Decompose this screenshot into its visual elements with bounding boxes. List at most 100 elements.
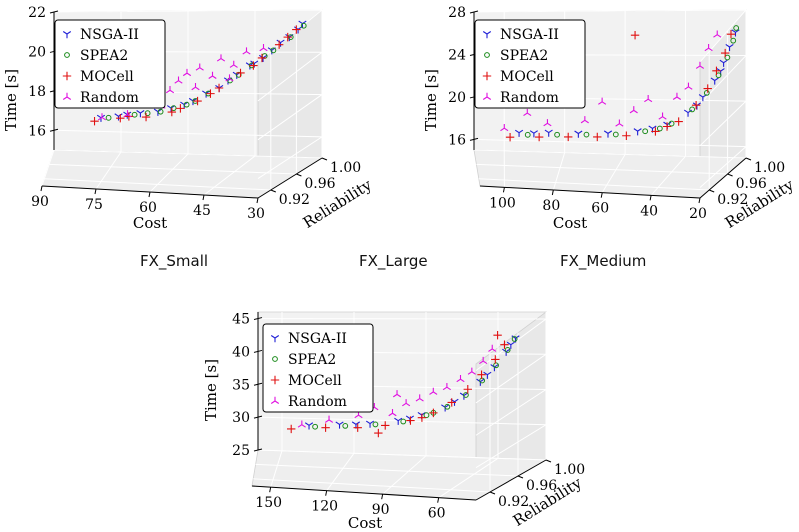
point-random xyxy=(523,108,532,117)
point-nsga-ii xyxy=(544,129,553,137)
point-mocell xyxy=(651,127,660,136)
z-tick-label: 25 xyxy=(232,443,250,459)
point-spea2 xyxy=(157,108,164,115)
point-spea2 xyxy=(703,89,710,96)
point-random xyxy=(195,63,204,71)
caption-fx-large: FX_Large xyxy=(359,252,428,270)
point-spea2 xyxy=(444,403,451,410)
point-mocell xyxy=(534,132,544,142)
point-nsga-ii xyxy=(394,417,403,425)
z-tick-label: 40 xyxy=(232,344,250,360)
x-tick xyxy=(437,497,440,503)
point-mocell xyxy=(493,331,502,340)
x-tick xyxy=(269,487,272,493)
legend-label: NSGA-II xyxy=(288,331,347,347)
point-mocell xyxy=(593,132,602,142)
point-spea2 xyxy=(463,392,469,398)
point-mocell xyxy=(141,112,151,122)
point-random xyxy=(672,92,682,100)
point-mocell xyxy=(726,29,736,39)
point-mocell xyxy=(214,83,224,93)
z-tick xyxy=(253,382,263,386)
point-spea2 xyxy=(423,412,430,419)
z-tick xyxy=(253,415,263,419)
point-spea2 xyxy=(270,47,277,54)
point-random xyxy=(97,113,107,121)
point-spea2 xyxy=(105,114,112,121)
x-tick xyxy=(94,188,97,195)
point-mocell xyxy=(720,48,730,58)
y-tick xyxy=(296,173,302,177)
point-mocell xyxy=(116,113,125,123)
y-tick-label: 0.96 xyxy=(736,176,767,192)
point-random xyxy=(543,119,552,127)
legend-box xyxy=(474,19,586,109)
point-random xyxy=(479,356,488,365)
x-tick xyxy=(325,490,328,496)
legend-marker-mocell xyxy=(270,375,280,385)
point-random xyxy=(644,94,653,103)
point-nsga-ii xyxy=(483,371,492,379)
point-spea2 xyxy=(300,22,307,29)
point-random xyxy=(208,71,217,79)
point-nsga-ii xyxy=(304,422,314,430)
chart-fx-large: 25 30 35 40 45 150 120 90 60 0.920.961.00 Time [s]… xyxy=(202,311,585,532)
point-nsga-ii xyxy=(506,341,515,349)
point-nsga-ii xyxy=(710,77,719,85)
point-spea2 xyxy=(730,37,737,44)
point-random xyxy=(500,123,509,132)
point-spea2 xyxy=(554,131,560,138)
point-spea2 xyxy=(511,336,518,342)
point-random xyxy=(388,409,397,417)
z-tick xyxy=(253,317,263,321)
point-nsga-ii xyxy=(683,109,693,117)
point-mocell xyxy=(381,421,390,430)
legend-label: SPEA2 xyxy=(80,48,128,64)
point-mocell xyxy=(505,132,515,142)
point-mocell xyxy=(477,370,486,379)
z-tick xyxy=(469,137,479,141)
point-mocell xyxy=(167,107,177,117)
point-random xyxy=(704,44,713,52)
legend-label: NSGA-II xyxy=(80,27,139,43)
legend-marker-nsga-ii xyxy=(62,31,72,39)
y-tick-label: 1.00 xyxy=(554,462,585,478)
point-random xyxy=(259,44,268,52)
point-random xyxy=(598,97,607,105)
caption-fx-medium: FX_Medium xyxy=(560,252,647,270)
x-tick-label: 60 xyxy=(591,201,609,217)
point-spea2 xyxy=(144,110,151,117)
point-mocell xyxy=(712,66,721,76)
point-random xyxy=(658,112,667,120)
legend-marker-mocell xyxy=(62,71,72,81)
legend-marker-random xyxy=(62,92,72,100)
x-tick-label: 20 xyxy=(689,206,707,222)
point-spea2 xyxy=(689,106,696,113)
point-random xyxy=(216,54,226,62)
legend-label: MOCell xyxy=(288,373,342,389)
point-spea2 xyxy=(715,72,722,79)
point-random xyxy=(174,76,183,84)
point-spea2 xyxy=(479,377,486,384)
x-axis-label: Cost xyxy=(348,514,382,532)
y-tick-label: 0.92 xyxy=(717,192,748,208)
z-tick-label: 16 xyxy=(28,123,46,139)
legend-marker-spea2 xyxy=(64,52,70,58)
z-tick-label: 24 xyxy=(448,47,466,63)
point-random xyxy=(615,119,624,127)
y-tick-label: 0.96 xyxy=(526,478,557,494)
point-nsga-ii xyxy=(529,130,538,138)
point-mocell xyxy=(500,340,509,349)
point-spea2 xyxy=(493,362,499,369)
point-spea2 xyxy=(524,131,531,138)
point-mocell xyxy=(406,416,415,425)
point-spea2 xyxy=(400,418,407,425)
point-random xyxy=(182,68,192,77)
legend-label: SPEA2 xyxy=(500,48,548,64)
point-mocell xyxy=(463,385,472,394)
legend-marker-nsga-ii xyxy=(482,31,492,39)
y-tick-label: 0.96 xyxy=(304,176,335,192)
x-tick-label: 75 xyxy=(85,197,103,213)
legend-marker-spea2 xyxy=(484,52,490,58)
y-tick-label: 1.00 xyxy=(330,160,361,176)
